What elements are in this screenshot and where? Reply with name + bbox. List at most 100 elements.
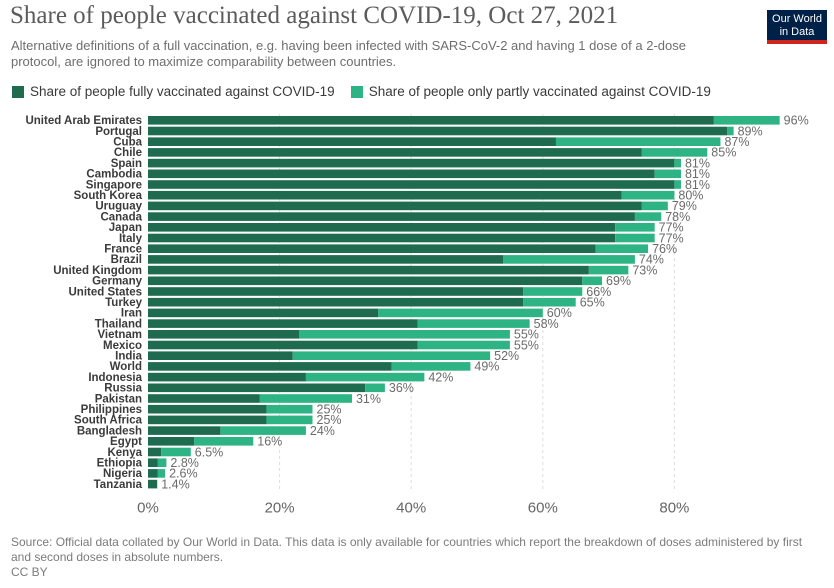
logo-accent-bar xyxy=(767,40,827,44)
bar-fully-vaccinated xyxy=(148,190,622,200)
value-label: 36% xyxy=(389,381,414,395)
bar-fully-vaccinated xyxy=(148,383,366,393)
value-label: 25% xyxy=(317,413,342,427)
category-label: Pakistan xyxy=(95,393,142,405)
legend-swatch-full xyxy=(12,85,24,98)
owid-logo[interactable]: Our World in Data xyxy=(767,10,827,44)
category-label: Indonesia xyxy=(88,372,142,384)
bar-partly-vaccinated xyxy=(305,372,425,382)
bar-partly-vaccinated xyxy=(391,362,471,371)
category-label: Tanzania xyxy=(94,479,143,491)
bar-fully-vaccinated xyxy=(148,244,596,253)
bar-partly-vaccinated xyxy=(727,126,734,136)
bar-partly-vaccinated xyxy=(641,148,708,157)
value-label: 81% xyxy=(685,167,710,181)
bar-fully-vaccinated xyxy=(148,394,260,403)
legend: Share of people fully vaccinated against… xyxy=(12,84,727,99)
bar-partly-vaccinated xyxy=(220,426,306,435)
category-label: Spain xyxy=(111,158,142,170)
value-label: 81% xyxy=(685,178,710,192)
value-label: 16% xyxy=(257,435,282,449)
bar-partly-vaccinated xyxy=(523,297,576,307)
category-label: Cuba xyxy=(113,137,142,149)
logo-line-2: in Data xyxy=(779,26,815,38)
bar-fully-vaccinated xyxy=(148,287,524,296)
bar-fully-vaccinated xyxy=(148,233,616,243)
category-label: France xyxy=(104,244,142,256)
bar-partly-vaccinated xyxy=(417,319,530,328)
legend-item-partial[interactable]: Share of people only partly vaccinated a… xyxy=(350,84,711,99)
bar-fully-vaccinated xyxy=(148,126,728,136)
bar-fully-vaccinated xyxy=(148,319,418,328)
bar-fully-vaccinated xyxy=(148,297,524,307)
bar-fully-vaccinated xyxy=(148,169,655,179)
bar-partly-vaccinated xyxy=(417,340,510,350)
bar-partly-vaccinated xyxy=(615,223,655,232)
x-tick-label: 40% xyxy=(396,499,426,516)
bar-partly-vaccinated xyxy=(161,447,191,457)
value-label: 55% xyxy=(514,338,539,352)
category-label: Portugal xyxy=(95,126,142,138)
bar-partly-vaccinated xyxy=(503,255,635,264)
bar-partly-vaccinated xyxy=(634,212,662,221)
bar-partly-vaccinated xyxy=(595,244,649,253)
license-label[interactable]: CC BY xyxy=(11,565,48,579)
value-label: 58% xyxy=(534,317,559,331)
x-tick-label: 0% xyxy=(137,499,159,516)
category-label: South Korea xyxy=(74,190,143,202)
bar-fully-vaccinated xyxy=(148,148,642,157)
value-label: 69% xyxy=(606,274,631,288)
category-label: Iran xyxy=(121,308,142,320)
category-label: United Kingdom xyxy=(53,265,142,277)
value-label: 77% xyxy=(659,231,684,245)
category-label: Nigeria xyxy=(103,468,143,480)
bar-partly-vaccinated xyxy=(292,351,491,360)
legend-label-full: Share of people fully vaccinated against… xyxy=(30,84,335,99)
value-label: 74% xyxy=(639,253,664,267)
bar-partly-vaccinated xyxy=(621,190,675,200)
category-label: Cambodia xyxy=(86,169,142,181)
bar-partly-vaccinated xyxy=(641,201,668,211)
x-tick-label: 20% xyxy=(265,499,295,516)
legend-item-full[interactable]: Share of people fully vaccinated against… xyxy=(12,84,335,99)
value-label: 66% xyxy=(586,285,611,299)
bar-fully-vaccinated xyxy=(148,362,392,371)
value-label: 77% xyxy=(659,221,684,235)
category-label: United States xyxy=(69,286,143,298)
bar-partly-vaccinated xyxy=(713,116,780,125)
value-label: 24% xyxy=(310,424,335,438)
value-label: 89% xyxy=(738,124,763,138)
bar-fully-vaccinated xyxy=(148,137,556,146)
bar-fully-vaccinated xyxy=(148,276,583,286)
category-label: Egypt xyxy=(110,436,142,448)
category-label: Philippines xyxy=(81,404,142,416)
bar-partly-vaccinated xyxy=(654,169,681,179)
category-label: Japan xyxy=(109,222,142,234)
value-label: 2.8% xyxy=(170,456,199,470)
category-label: Italy xyxy=(119,233,143,245)
bar-partly-vaccinated xyxy=(588,265,629,275)
x-tick-label: 60% xyxy=(528,499,558,516)
bar-fully-vaccinated xyxy=(148,223,616,232)
category-label: Bangladesh xyxy=(77,425,142,437)
value-label: 2.6% xyxy=(169,467,198,481)
bar-fully-vaccinated xyxy=(148,372,306,382)
category-label: Brazil xyxy=(111,254,142,266)
value-label: 76% xyxy=(652,242,677,256)
value-label: 49% xyxy=(474,360,499,374)
value-label: 81% xyxy=(685,156,710,170)
bar-chart: 0% 20% 40% 60% 80% United Arab Emirates 96% Por… xyxy=(25,114,808,517)
bar-partly-vaccinated xyxy=(157,458,167,467)
bar-partly-vaccinated xyxy=(555,137,721,146)
bar-partly-vaccinated xyxy=(266,404,313,414)
bar-fully-vaccinated xyxy=(148,158,675,168)
bar-partly-vaccinated xyxy=(299,330,510,339)
logo-line-1: Our World xyxy=(772,13,822,25)
category-label: Thailand xyxy=(95,318,142,330)
value-label: 1.4% xyxy=(161,477,190,491)
value-label: 42% xyxy=(428,370,453,384)
bar-fully-vaccinated xyxy=(148,415,267,425)
source-note: Source: Official data collated by Our Wo… xyxy=(11,535,803,564)
bar-fully-vaccinated xyxy=(148,479,158,489)
bar-partly-vaccinated xyxy=(674,180,681,189)
